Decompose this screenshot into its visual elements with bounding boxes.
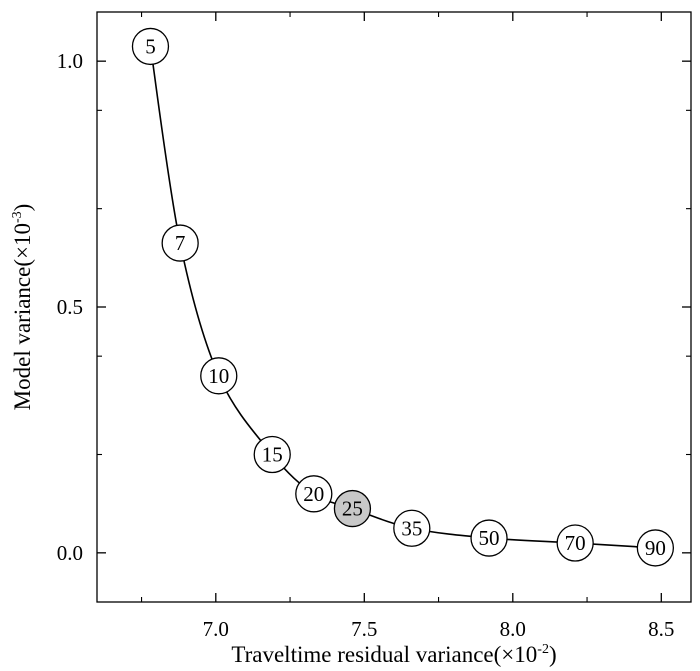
ticks xyxy=(97,12,691,602)
data-point-label: 35 xyxy=(401,516,422,540)
data-point-label: 25 xyxy=(342,497,363,521)
tick-labels: 7.0 7.5 8.0 8.5 0.0 0.5 1.0 xyxy=(57,49,675,641)
y-tick-label: 0.5 xyxy=(57,295,83,319)
y-tick-label: 0.0 xyxy=(57,541,83,565)
data-point: 7 xyxy=(161,224,199,262)
x-axis-label: Traveltime residual variance(×10-2) xyxy=(231,642,556,667)
x-tick-label: 8.0 xyxy=(500,617,526,641)
data-point-label: 90 xyxy=(645,536,666,560)
x-tick-label: 7.5 xyxy=(351,617,377,641)
data-point-marker xyxy=(253,435,291,474)
data-point-marker-highlighted xyxy=(333,489,372,528)
data-point-marker xyxy=(161,224,199,262)
markers: 5 7 10 15 20 25 35 50 70 90 xyxy=(131,27,675,567)
y-axis-label: Model variance(×10-3) xyxy=(10,204,35,411)
data-point: 15 xyxy=(253,435,291,474)
data-point-marker xyxy=(200,357,238,395)
x-tick-label: 7.0 xyxy=(203,617,229,641)
data-point: 5 xyxy=(131,27,170,66)
series-line xyxy=(149,46,656,549)
data-point-label: 5 xyxy=(145,34,156,58)
x-tick-label: 8.5 xyxy=(648,617,674,641)
data-point: 90 xyxy=(636,529,675,567)
data-point: 35 xyxy=(393,509,431,547)
data-point: 50 xyxy=(470,519,508,557)
data-point-marker xyxy=(636,529,675,567)
data-point-label: 70 xyxy=(565,531,586,555)
data-point: 20 xyxy=(295,475,333,513)
data-point-label: 15 xyxy=(262,443,283,467)
data-point-marker xyxy=(556,524,594,562)
data-point: 70 xyxy=(556,524,594,562)
data-point-label: 50 xyxy=(479,526,500,550)
data-point-marker xyxy=(393,509,431,547)
data-point: 25 xyxy=(333,489,372,528)
data-point-marker xyxy=(295,475,333,513)
data-point-marker xyxy=(470,519,508,557)
data-point-label: 10 xyxy=(208,364,229,388)
data-point-marker xyxy=(131,27,170,66)
data-point-label: 20 xyxy=(303,482,324,506)
y-tick-label: 1.0 xyxy=(57,49,83,73)
plot-frame xyxy=(96,11,692,603)
data-point: 10 xyxy=(200,357,238,395)
data-point-label: 7 xyxy=(175,231,186,255)
